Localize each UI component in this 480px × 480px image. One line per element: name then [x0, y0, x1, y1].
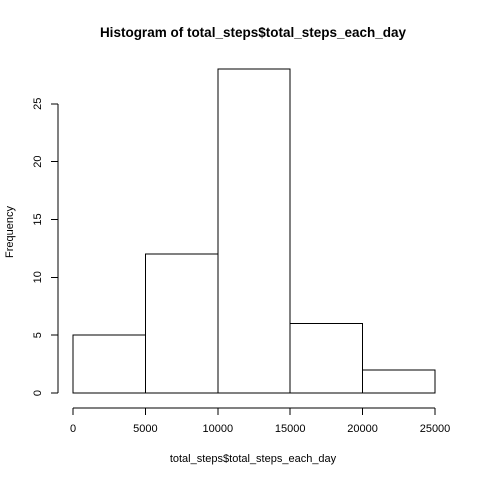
- y-axis: 0 5 10 15 20 25: [32, 98, 59, 396]
- y-tick-label: 0: [32, 390, 44, 396]
- histogram-bar-3: [289, 323, 364, 394]
- x-tick-label: 10000: [203, 423, 234, 435]
- x-tick-label: 15000: [275, 423, 306, 435]
- x-axis: 0 5000 10000 15000 20000 25000: [70, 407, 451, 435]
- x-tick-label: 25000: [420, 423, 451, 435]
- x-tick-label: 0: [70, 423, 76, 435]
- histogram-bar-0: [72, 334, 146, 394]
- histogram-bar-4: [362, 369, 436, 394]
- y-tick-label: 10: [32, 271, 44, 283]
- x-axis-label: total_steps$total_steps_each_day: [170, 453, 337, 465]
- y-tick-label: 25: [32, 98, 44, 110]
- y-axis-label: Frequency: [4, 206, 16, 258]
- x-tick-label: 5000: [133, 423, 157, 435]
- x-tick-label: 20000: [347, 423, 378, 435]
- y-tick-label: 20: [32, 155, 44, 167]
- y-tick-label: 5: [32, 332, 44, 338]
- chart-title: Histogram of total_steps$total_steps_eac…: [100, 25, 407, 40]
- y-tick-label: 15: [32, 213, 44, 225]
- histogram-bar-1: [144, 253, 219, 394]
- bars-layer: [72, 68, 436, 394]
- histogram-bar-2: [217, 68, 291, 394]
